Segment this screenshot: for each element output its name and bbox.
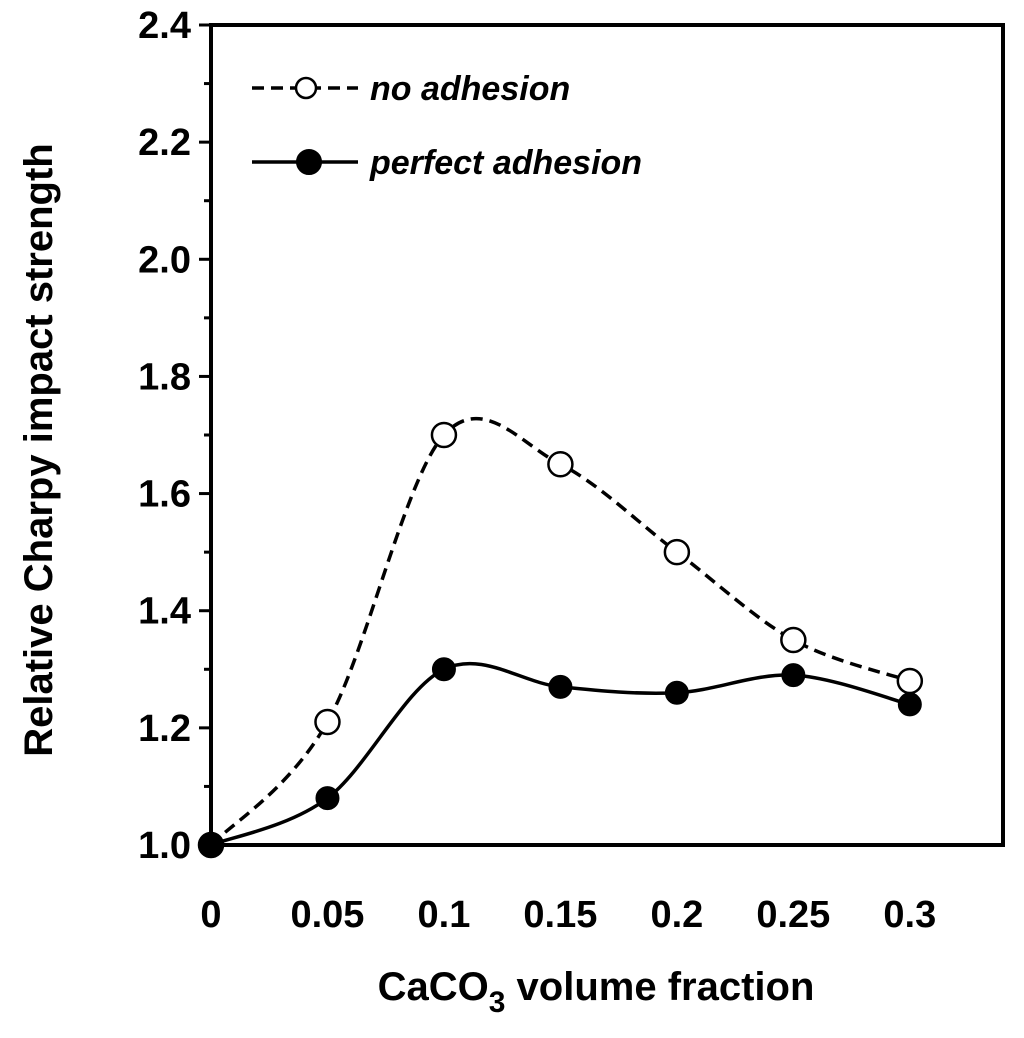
data-point-no-adhesion: [663, 538, 691, 566]
data-point-no-adhesion: [780, 626, 807, 654]
data-point-no-adhesion: [430, 421, 458, 449]
x-tick-label: 0.1: [418, 894, 471, 936]
y-tick-label: 1.2: [138, 708, 191, 750]
data-point-no-adhesion: [896, 667, 924, 695]
data-point-perfect-adhesion: [781, 663, 806, 688]
x-tick-label: 0.2: [650, 894, 703, 936]
data-point-perfect-adhesion: [664, 680, 689, 705]
series-line-no-adhesion: [209, 417, 911, 847]
x-axis-title-main: CaCO: [378, 965, 489, 1009]
data-point-perfect-adhesion: [897, 692, 922, 717]
x-axis-title: CaCO3 volume fraction: [378, 965, 815, 1019]
x-tick-label: 0.25: [756, 894, 830, 936]
data-point-perfect-adhesion: [548, 674, 573, 699]
data-point-no-adhesion: [314, 708, 341, 736]
x-tick-label: 0.15: [523, 894, 597, 936]
legend: no adhesion perfect adhesion: [252, 70, 642, 182]
x-tick-label: 0: [200, 894, 221, 936]
legend-label-no-adhesion: no adhesion: [370, 70, 570, 108]
data-point-perfect-adhesion: [431, 657, 456, 682]
y-axis-title: Relative Charpy impact strength: [17, 143, 61, 757]
series-markers: [197, 421, 924, 859]
y-axis-tick-labels: 1.0 1.2 1.4 1.6 1.8 2.0 2.2 2.4: [138, 5, 191, 867]
y-tick-label: 1.8: [138, 356, 191, 398]
data-point-perfect-adhesion: [315, 786, 340, 811]
x-axis-title-rest: volume fraction: [505, 965, 814, 1009]
y-tick-label: 2.4: [138, 5, 191, 47]
y-tick-label: 2.0: [138, 239, 191, 281]
y-tick-label: 2.2: [138, 122, 191, 164]
series-lines: [209, 417, 911, 847]
y-tick-label: 1.6: [138, 474, 191, 516]
legend-marker-no-adhesion: [294, 76, 318, 100]
x-axis-title-subscript: 3: [489, 986, 506, 1019]
legend-label-perfect-adhesion: perfect adhesion: [369, 144, 642, 182]
x-tick-label: 0.05: [290, 894, 364, 936]
data-point-perfect-adhesion: [199, 833, 223, 857]
y-tick-label: 1.4: [138, 591, 191, 633]
legend-marker-perfect-adhesion: [296, 149, 322, 175]
data-point-no-adhesion: [547, 451, 574, 478]
x-axis-tick-labels: 0 0.05 0.1 0.15 0.2 0.25 0.3: [200, 894, 936, 936]
x-tick-label: 0.3: [883, 894, 936, 936]
y-tick-label: 1.0: [138, 825, 191, 867]
